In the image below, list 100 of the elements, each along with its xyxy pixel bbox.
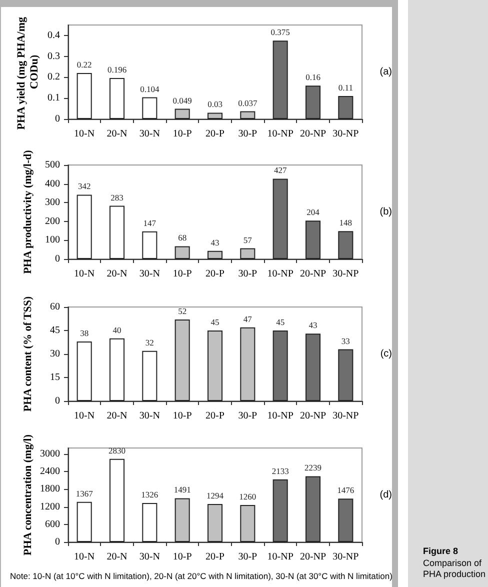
x-tick-label: 20-NP <box>300 410 326 422</box>
data-label: 147 <box>143 218 156 228</box>
bar <box>142 97 158 119</box>
y-tick-label: 1200 <box>40 501 60 512</box>
x-tick-label: 20-P <box>206 410 225 422</box>
data-label: 2133 <box>272 466 289 476</box>
y-tick-label: 500 <box>45 160 60 170</box>
x-tick-label: 30-N <box>139 128 160 140</box>
bar <box>109 206 125 259</box>
text: (c) <box>380 348 392 360</box>
x-tick-label: 20-NP <box>300 128 326 140</box>
y-tick-label: 1800 <box>40 484 60 495</box>
bar <box>272 178 288 259</box>
x-tick-label: 30-P <box>238 128 258 140</box>
x-tick-label: 30-NP <box>332 410 360 422</box>
data-label: 1367 <box>76 488 93 498</box>
text: (d) <box>380 490 392 500</box>
bar <box>142 350 158 401</box>
bar <box>174 108 190 119</box>
bar <box>272 40 288 119</box>
x-tick-label: 20-P <box>206 128 225 140</box>
bar <box>305 334 321 401</box>
bar <box>338 498 354 542</box>
bar <box>76 194 92 259</box>
text: (b) <box>380 206 392 218</box>
data-label: 40 <box>112 324 122 335</box>
x-tick-label: 10-N <box>74 128 95 140</box>
y-tick-label: 45 <box>50 325 60 336</box>
x-tick-label: 10-N <box>74 410 95 422</box>
data-label: 52 <box>178 306 187 316</box>
bar <box>338 231 354 259</box>
y-axis-title: PHA content (% of TSS) <box>22 296 34 412</box>
data-label: 1326 <box>141 490 158 500</box>
x-tick-label: 30-NP <box>332 552 360 562</box>
y-axis-title: PHA concentration (mg/l) <box>22 434 34 556</box>
bar <box>76 502 92 542</box>
data-label: 33 <box>341 336 350 346</box>
x-tick-label: 20-N <box>106 552 128 562</box>
caption: Figure 8 <box>423 546 460 556</box>
bar <box>240 327 256 401</box>
x-tick-label: 20-N <box>106 268 128 280</box>
x-tick-label: 10-P <box>172 410 192 422</box>
data-label: 2239 <box>304 462 322 473</box>
text: (a) <box>380 66 392 78</box>
data-label: 45 <box>276 317 285 327</box>
data-label: 0.22 <box>76 60 92 70</box>
data-label: 43 <box>308 320 318 330</box>
data-label: 427 <box>274 165 287 176</box>
x-tick-label: 20-N <box>106 410 128 422</box>
data-label: 2830 <box>108 445 126 456</box>
bar <box>109 78 125 119</box>
data-label: 283 <box>110 192 124 202</box>
bar <box>174 498 190 542</box>
y-tick-label: 0.3 <box>48 50 60 62</box>
bar <box>272 330 288 401</box>
data-label: 47 <box>243 314 252 324</box>
data-label: 1491 <box>174 484 191 495</box>
x-tick-label: 30-NP <box>332 128 360 140</box>
y-tick-label: 3000 <box>40 448 60 460</box>
y-tick-label: 30 <box>50 348 60 360</box>
x-tick-label: 30-N <box>139 268 160 280</box>
bar <box>305 476 321 542</box>
x-tick-label: 10-P <box>172 268 192 280</box>
y-tick-label: 0 <box>55 254 60 264</box>
x-tick-label: 20-N <box>106 128 128 140</box>
bar <box>305 220 321 259</box>
x-tick-label: 10-NP <box>267 410 294 422</box>
data-label: 38 <box>80 328 89 338</box>
data-label: 0.104 <box>140 84 160 94</box>
x-tick-label: 20-P <box>206 268 225 280</box>
bar <box>338 96 354 119</box>
x-tick-label: 10-N <box>74 268 95 280</box>
x-tick-label: 20-NP <box>300 268 326 280</box>
bar <box>240 504 256 542</box>
bar <box>142 503 158 542</box>
y-tick-label: 0.4 <box>48 30 60 41</box>
y-tick-label: 200 <box>45 216 60 227</box>
y-tick-label: 0 <box>55 536 60 548</box>
bar <box>174 320 190 401</box>
bar <box>272 479 288 542</box>
y-tick-label: 0 <box>55 114 60 124</box>
data-label: 0.11 <box>338 82 353 93</box>
y-tick-label: 2400 <box>40 466 60 477</box>
data-label: 148 <box>339 218 352 228</box>
x-tick-label: 10-NP <box>267 128 294 140</box>
data-label: 342 <box>78 181 91 192</box>
x-tick-label: 10-P <box>172 552 192 562</box>
data-label: 0.049 <box>172 95 192 106</box>
bar <box>240 111 256 119</box>
x-tick-label: 10-NP <box>267 552 294 562</box>
y-tick-label: 60 <box>50 302 60 312</box>
text: Comparison of PHA production <box>423 558 487 580</box>
bar <box>207 112 223 119</box>
bar <box>207 250 223 259</box>
x-tick-label: 30-P <box>238 410 258 422</box>
data-label: 45 <box>210 317 220 327</box>
data-label: 57 <box>243 234 252 245</box>
y-tick-label: 400 <box>45 178 60 190</box>
bar <box>109 458 125 542</box>
data-label: 0.375 <box>270 27 290 38</box>
